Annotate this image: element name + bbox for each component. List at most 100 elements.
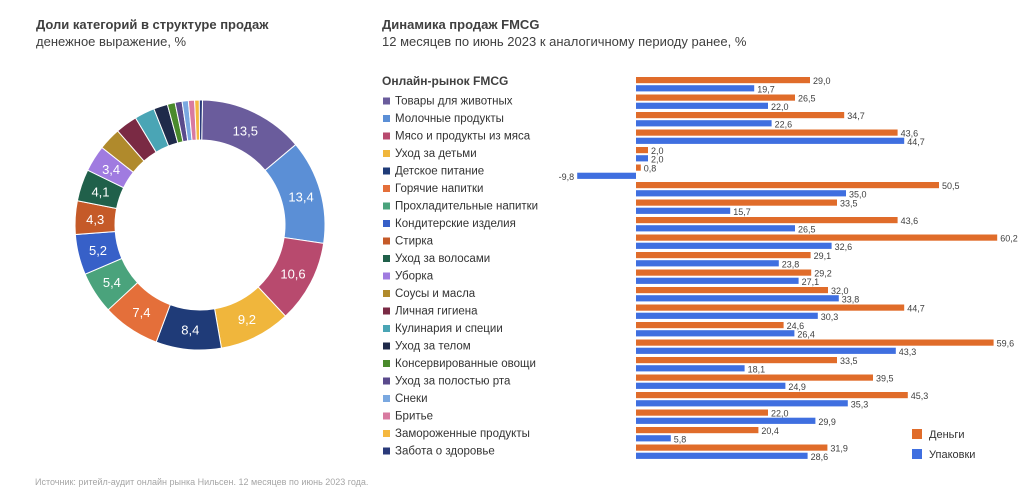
bar-money (636, 199, 837, 206)
bar-value-label: 2,0 (651, 154, 664, 164)
bar-packages (636, 400, 848, 407)
bar-packages (636, 242, 832, 249)
bar-packages (636, 260, 779, 267)
bar-value-label: 24,9 (788, 382, 806, 392)
bar-packages (636, 312, 818, 319)
bar-money (636, 252, 811, 259)
donut-slice (198, 99, 204, 141)
legend-label: Упаковки (929, 449, 975, 461)
category-marker (383, 447, 390, 455)
bar-value-label: 33,8 (842, 294, 860, 304)
category-marker (383, 307, 390, 315)
bar-value-label: 27,1 (802, 277, 820, 287)
bar-packages (577, 172, 636, 179)
bar-value-label: 26,5 (798, 224, 816, 234)
bar-value-label: 18,1 (748, 364, 766, 374)
bar-money (636, 444, 828, 451)
source-note: Источник: ритейл-аудит онлайн рынка Ниль… (35, 477, 369, 487)
category-marker (383, 430, 390, 437)
category-marker (383, 395, 390, 402)
bar-money (636, 112, 845, 119)
bar-value-label: 43,6 (901, 129, 919, 139)
bar-value-label: 2,0 (651, 146, 664, 156)
bar-value-label: 22,0 (771, 102, 789, 112)
category-label: Стирка (395, 236, 434, 248)
bar-packages (636, 417, 816, 424)
bar-money (636, 164, 641, 171)
bar-money (636, 147, 648, 154)
bar-value-label: 34,7 (847, 111, 865, 121)
bar-money (636, 304, 905, 311)
bar-value-label: 19,7 (757, 84, 775, 94)
category-label: Молочные продукты (395, 113, 504, 125)
bar-value-label: 28,6 (811, 452, 829, 462)
category-marker (383, 202, 390, 210)
category-marker (383, 150, 390, 157)
category-label: Онлайн-рынок FMCG (382, 74, 508, 88)
bar-money (636, 287, 828, 294)
legend-swatch (912, 429, 922, 439)
bar-packages (636, 435, 671, 442)
category-marker (383, 115, 390, 122)
bar-value-label: 0,8 (644, 164, 657, 174)
legend-swatch (912, 449, 922, 459)
category-marker (383, 272, 390, 280)
category-label: Уход за детьми (395, 148, 477, 160)
bar-packages (636, 382, 786, 389)
bar-money (636, 217, 898, 224)
bar-value-label: 29,2 (814, 269, 832, 279)
category-label: Детское питание (395, 166, 484, 178)
bar-value-label: 39,5 (876, 374, 894, 384)
donut-slice-label: 9,2 (238, 312, 256, 327)
bar-money (636, 392, 908, 399)
category-label: Уход за полостью рта (395, 376, 511, 388)
category-label: Прохладительные напитки (395, 201, 538, 213)
donut-slice-label: 13,4 (288, 189, 313, 204)
bar-value-label: 33,5 (840, 356, 858, 366)
bar-packages (636, 190, 846, 197)
bar-value-label: 35,0 (849, 189, 867, 199)
category-marker (383, 325, 390, 332)
donut-chart-subtitle: денежное выражение, % (36, 34, 187, 49)
bar-packages (636, 207, 731, 214)
donut-slice-label: 10,6 (280, 267, 305, 282)
bar-money (636, 357, 837, 364)
bar-value-label: 26,4 (797, 329, 815, 339)
bar-packages (636, 277, 799, 284)
bar-money (636, 234, 998, 241)
bar-packages (636, 85, 755, 92)
category-label: Кондитерские изделия (395, 218, 516, 230)
bar-value-label: 32,0 (831, 286, 849, 296)
bar-value-label: 30,3 (821, 312, 839, 322)
category-marker (383, 185, 390, 192)
donut-slice-label: 3,4 (102, 162, 120, 177)
bar-value-label: 22,6 (775, 119, 793, 129)
donut-slice-label: 7,4 (132, 305, 150, 320)
bar-packages (636, 225, 795, 232)
category-marker (383, 290, 390, 297)
category-label: Забота о здоровье (395, 446, 495, 458)
bar-money (636, 129, 898, 136)
bar-money (636, 374, 873, 381)
category-marker (383, 237, 390, 245)
bar-value-label: 26,5 (798, 94, 816, 104)
category-label: Замороженные продукты (395, 428, 530, 440)
bar-value-label: 20,4 (761, 426, 779, 436)
bar-value-label: 60,2 (1000, 234, 1018, 244)
category-label: Уход за телом (395, 341, 471, 353)
category-label: Консервированные овощи (395, 358, 536, 370)
bar-value-label: 44,7 (907, 304, 925, 314)
bar-value-label: 5,8 (674, 434, 687, 444)
category-label: Горячие напитки (395, 183, 483, 195)
category-marker (383, 167, 390, 175)
bar-value-label: 29,1 (814, 251, 832, 261)
bar-chart-subtitle: 12 месяцев по июнь 2023 к аналогичному п… (382, 34, 747, 49)
bar-packages (636, 452, 808, 459)
category-label: Уборка (395, 271, 434, 283)
category-marker (383, 342, 390, 350)
bar-money (636, 182, 939, 189)
bar-value-label: 23,8 (782, 259, 800, 269)
category-marker (383, 360, 390, 367)
category-label: Снеки (395, 393, 428, 405)
